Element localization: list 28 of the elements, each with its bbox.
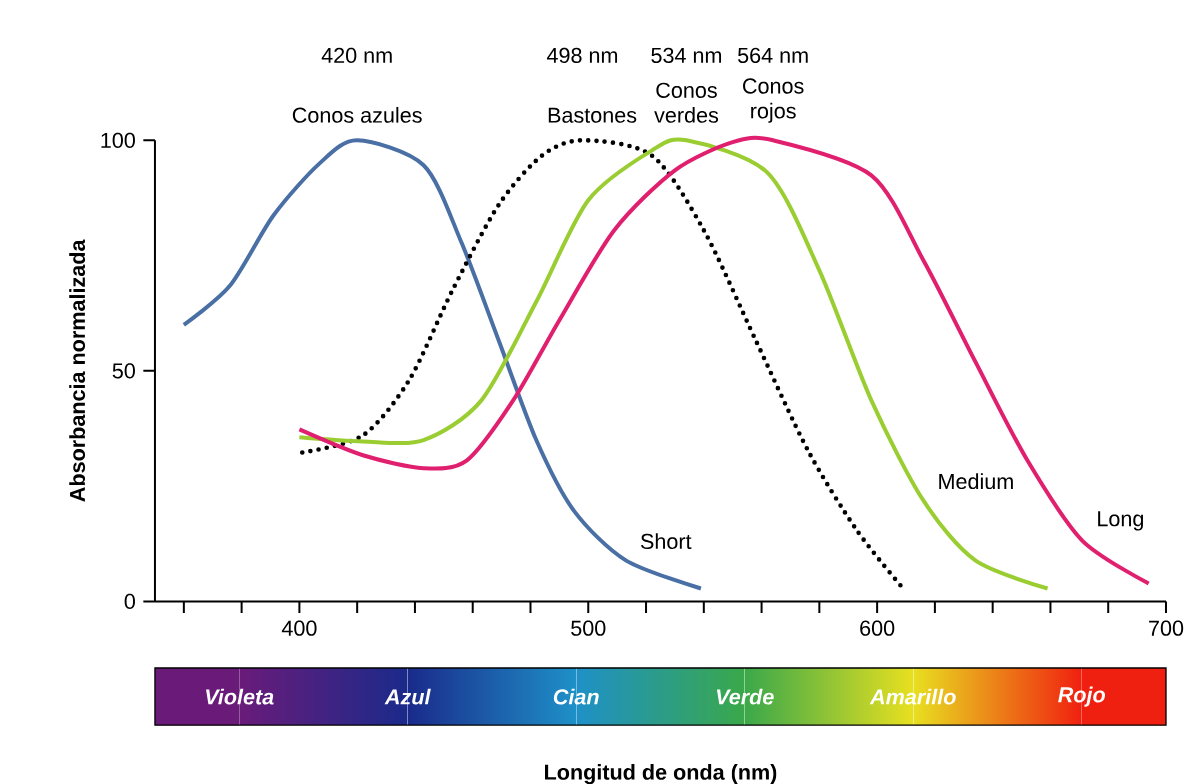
category-label: Verde bbox=[716, 688, 774, 705]
y-tick-label: 100 bbox=[101, 132, 135, 148]
category-label: Amarillo bbox=[869, 688, 956, 705]
line-series bbox=[299, 137, 906, 591]
series-label: Conos rojos bbox=[743, 78, 804, 123]
x-axis-title: Longitud de onda (nm) bbox=[545, 763, 777, 784]
text: 534 nm bbox=[651, 47, 722, 63]
text: 498 nm bbox=[546, 47, 618, 63]
x-tick-label: 400 bbox=[281, 620, 317, 636]
y-tick-label: 50 bbox=[112, 363, 135, 379]
category-label: Rojo bbox=[1058, 686, 1106, 707]
text: 564 nm bbox=[737, 47, 808, 63]
x-tick-label: 700 bbox=[1149, 620, 1184, 636]
y-axis-title: Absorbancia normalizada bbox=[69, 239, 86, 502]
series-label: Conos verdes bbox=[654, 82, 719, 123]
text: 420 nm bbox=[321, 47, 392, 63]
series-label: Conos azules bbox=[292, 106, 422, 123]
y-tick-label: 0 bbox=[124, 593, 135, 609]
x-tick-label: 600 bbox=[860, 620, 895, 636]
category-label: Azul bbox=[384, 688, 431, 705]
series-label: Bastones bbox=[548, 107, 637, 123]
x-tick-label: 500 bbox=[571, 620, 606, 636]
line-series bbox=[181, 138, 703, 591]
annotation: Medium bbox=[939, 473, 1013, 489]
annotation: Short bbox=[640, 533, 692, 549]
category-label: Violeta bbox=[206, 688, 274, 705]
annotation: Long bbox=[1098, 511, 1144, 531]
category-label: Cian bbox=[553, 688, 599, 705]
